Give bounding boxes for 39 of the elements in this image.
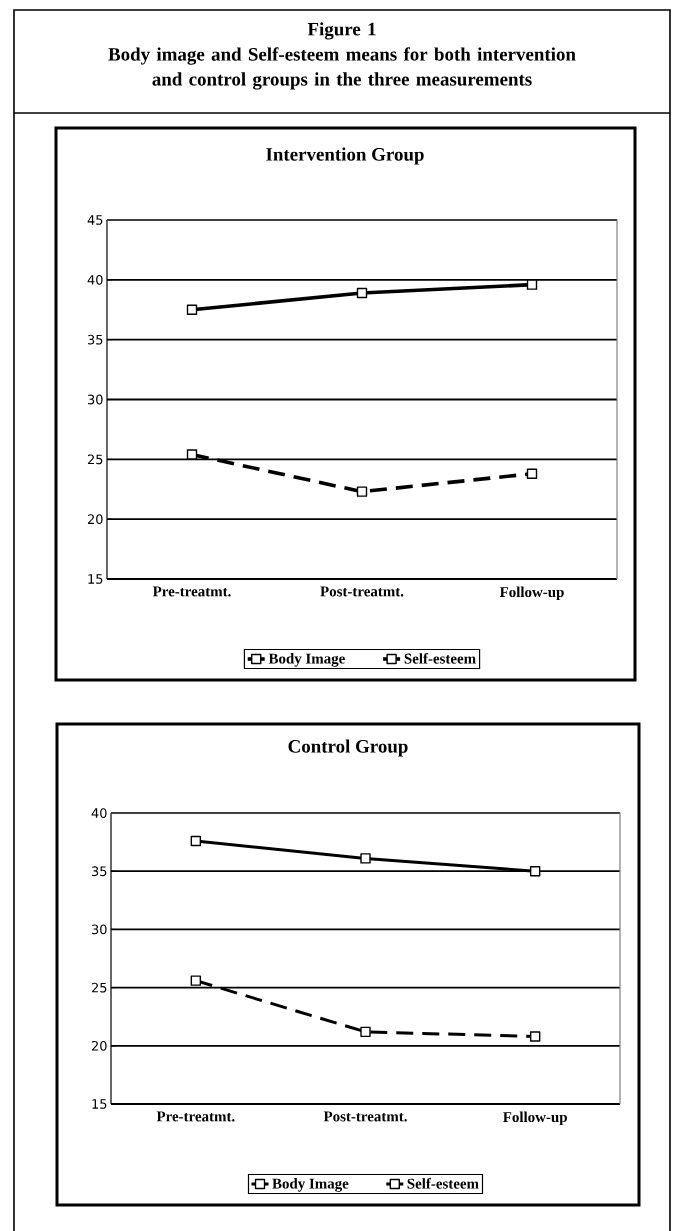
legend-label: Self-esteem: [407, 1178, 479, 1189]
x-tick-label: Follow-up: [503, 1111, 567, 1126]
y-tick-label: 25: [91, 982, 107, 993]
legend-label: Body Image: [272, 1178, 349, 1192]
x-tick-label: Pre-treatmt.: [152, 586, 231, 597]
point: [360, 853, 371, 864]
x-tick-label: Pre-treatmt.: [156, 1111, 235, 1122]
point: [186, 304, 198, 315]
point: [190, 975, 202, 986]
y-tick-label: 15: [88, 574, 103, 584]
chart-title: Intervention Group: [266, 147, 424, 165]
point: [356, 287, 368, 299]
point: [360, 1026, 371, 1038]
y-tick-label: 25: [87, 454, 103, 465]
text: Body image and Self-esteem means for both intervention and control groups in the three measurements: [108, 47, 576, 90]
y-tick-label: 40: [87, 274, 103, 285]
y-tick-label: 20: [87, 514, 103, 525]
x-tick-label: Post-treatmt.: [320, 586, 404, 597]
y-tick-label: 40: [91, 808, 107, 818]
y-tick-label: 20: [91, 1040, 107, 1051]
legend-label: Body Image: [268, 653, 345, 667]
y-tick-label: 30: [87, 394, 103, 405]
x-tick-label: Follow-up: [499, 586, 564, 601]
y-tick-label: 35: [91, 866, 107, 877]
point: [526, 279, 538, 290]
point: [529, 1031, 541, 1042]
y-tick-label: 30: [91, 924, 107, 935]
point: [356, 486, 368, 497]
point: [186, 449, 198, 460]
y-tick-label: 15: [92, 1099, 107, 1109]
x-tick-label: Post-treatmt.: [323, 1111, 407, 1122]
legend-label: Self-esteem: [404, 653, 476, 664]
caption: Figure 1: [307, 22, 376, 40]
point: [190, 835, 202, 847]
point: [529, 866, 541, 877]
y-tick-label: 45: [87, 215, 103, 225]
point: [526, 468, 538, 479]
y-tick-label: 35: [87, 334, 103, 345]
chart-title: Control Group: [288, 739, 408, 757]
